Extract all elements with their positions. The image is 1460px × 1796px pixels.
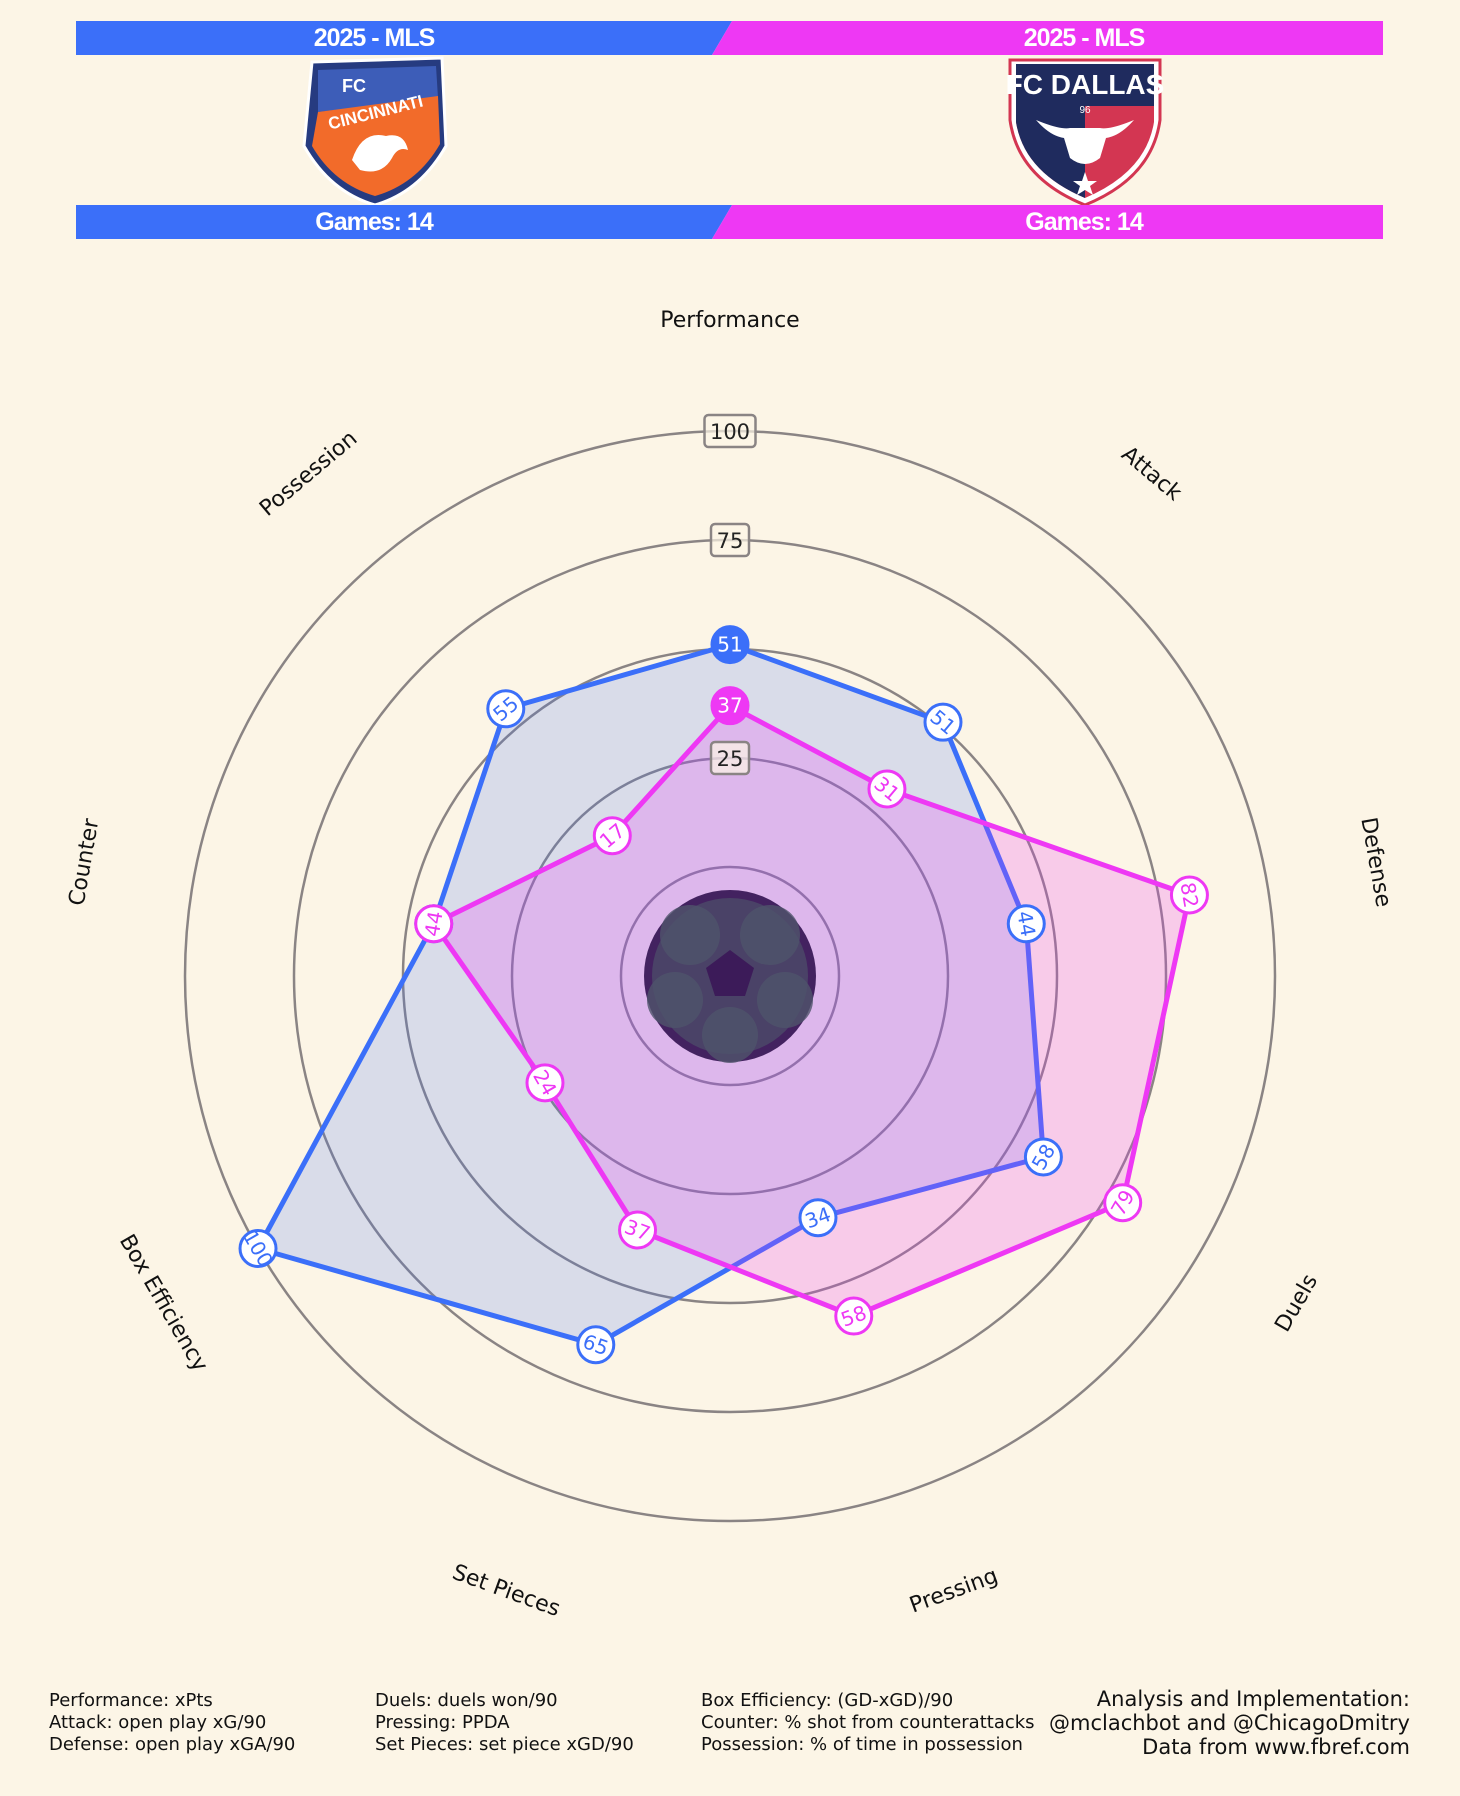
axis-label: Defense (1355, 815, 1395, 909)
axis-label: Pressing (906, 1564, 1001, 1619)
footer-line: Duels: duels won/90 (375, 1690, 558, 1711)
axis-label: Duels (1270, 1270, 1323, 1336)
series-points: 5151445834651004455373182795837244417 (238, 625, 1209, 1365)
svg-text:44: 44 (1012, 909, 1040, 938)
axis-label: Attack (1116, 442, 1186, 506)
right-season-banner (712, 21, 1383, 55)
axis-label: Box Efficiency (114, 1230, 213, 1376)
footer-line: Attack: open play xG/90 (49, 1712, 267, 1733)
axis-label: Possession (255, 426, 362, 522)
fc-dallas-crest-icon: FC DALLAS 96 (1006, 58, 1165, 207)
right-season-label: 2025 - MLS (1024, 24, 1145, 52)
radar-ring (619, 865, 841, 1087)
series-1-point: 44 (1006, 904, 1046, 944)
svg-text:100: 100 (710, 420, 750, 444)
svg-text:37: 37 (717, 694, 742, 718)
axis-label: Counter (65, 816, 105, 908)
right-games-banner (712, 205, 1383, 239)
series-1-point: 58 (1023, 1137, 1063, 1177)
radar-chart: 25 75 100 51 51 44 58 34 65 100 44 55 37 31 82 79 58 37 2… (65, 308, 1396, 1622)
ring-label: 100 (703, 413, 757, 449)
footer-legend-col-2: Duels: duels won/90 Pressing: PPDA Set P… (375, 1690, 634, 1756)
series-1-point: 34 (798, 1198, 838, 1238)
footer-line: Defense: open play xGA/90 (49, 1734, 296, 1755)
right-games-label: Games: 14 (1025, 208, 1144, 236)
footer-line: Possession: % of time in possession (701, 1734, 1023, 1755)
footer-line: Box Efficiency: (GD-xGD)/90 (701, 1690, 954, 1711)
left-games-label: Games: 14 (315, 208, 434, 236)
credits-line: @mclachbot and @ChicagoDmitry (1049, 1711, 1410, 1735)
soccer-ball-icon (644, 890, 816, 1063)
crest-fc-dallas-text: FC DALLAS (1006, 69, 1165, 100)
credits-line: Data from www.fbref.com (1142, 1735, 1410, 1759)
series-2-point: 31 (867, 769, 907, 809)
svg-text:51: 51 (717, 633, 742, 657)
axis-label: Set Pieces (449, 1560, 563, 1622)
crest-fc-text: FC (342, 76, 366, 96)
fc-cincinnati-crest-icon: FC CINCINNATI (302, 56, 448, 207)
radar-series (255, 642, 1192, 1348)
series-2-point: 17 (592, 816, 632, 856)
footer-line: Performance: xPts (49, 1690, 213, 1711)
series-2-point: 58 (834, 1296, 874, 1336)
footer: Performance: xPts Attack: open play xG/9… (0, 1687, 1460, 1790)
series-2-point: 79 (1103, 1183, 1143, 1223)
ring-labels: 25 75 100 (703, 413, 757, 776)
footer-credits: Analysis and Implementation: @mclachbot … (1049, 1687, 1410, 1759)
left-games-banner (76, 205, 732, 239)
series-2-point: 24 (525, 1063, 565, 1103)
footer-legend-col-1: Performance: xPts Attack: open play xG/9… (49, 1690, 295, 1756)
footer-line: Counter: % shot from counterattacks (701, 1712, 1035, 1733)
footer-line: Pressing: PPDA (375, 1712, 510, 1733)
series-2-area (431, 703, 1192, 1319)
left-season-banner (76, 21, 732, 55)
svg-text:82: 82 (1175, 880, 1203, 909)
svg-text:44: 44 (420, 909, 448, 938)
series-2-point: 37 (618, 1210, 658, 1250)
credits-line: Analysis and Implementation: (1096, 1687, 1410, 1711)
series-2-point: 44 (414, 904, 454, 944)
left-season-label: 2025 - MLS (314, 24, 435, 52)
axis-label: Performance (660, 308, 799, 333)
series-1-point: 51 (923, 702, 963, 742)
crest-96-text: 96 (1079, 105, 1091, 116)
svg-text:75: 75 (717, 529, 744, 553)
series-2-point: 37 (710, 686, 750, 726)
svg-text:25: 25 (717, 747, 744, 771)
ring-label: 75 (709, 522, 751, 558)
footer-line: Set Pieces: set piece xGD/90 (375, 1734, 634, 1755)
series-1-point: 65 (576, 1325, 616, 1365)
footer-legend-col-3: Box Efficiency: (GD-xGD)/90 Counter: % s… (701, 1690, 1035, 1756)
ring-label: 25 (709, 740, 751, 776)
series-2-point: 82 (1169, 875, 1209, 915)
team-header: 2025 - MLS 2025 - MLS FC CINCINNATI FC D… (76, 21, 1383, 239)
series-1-point: 55 (486, 689, 526, 729)
series-1-point: 51 (710, 625, 750, 665)
